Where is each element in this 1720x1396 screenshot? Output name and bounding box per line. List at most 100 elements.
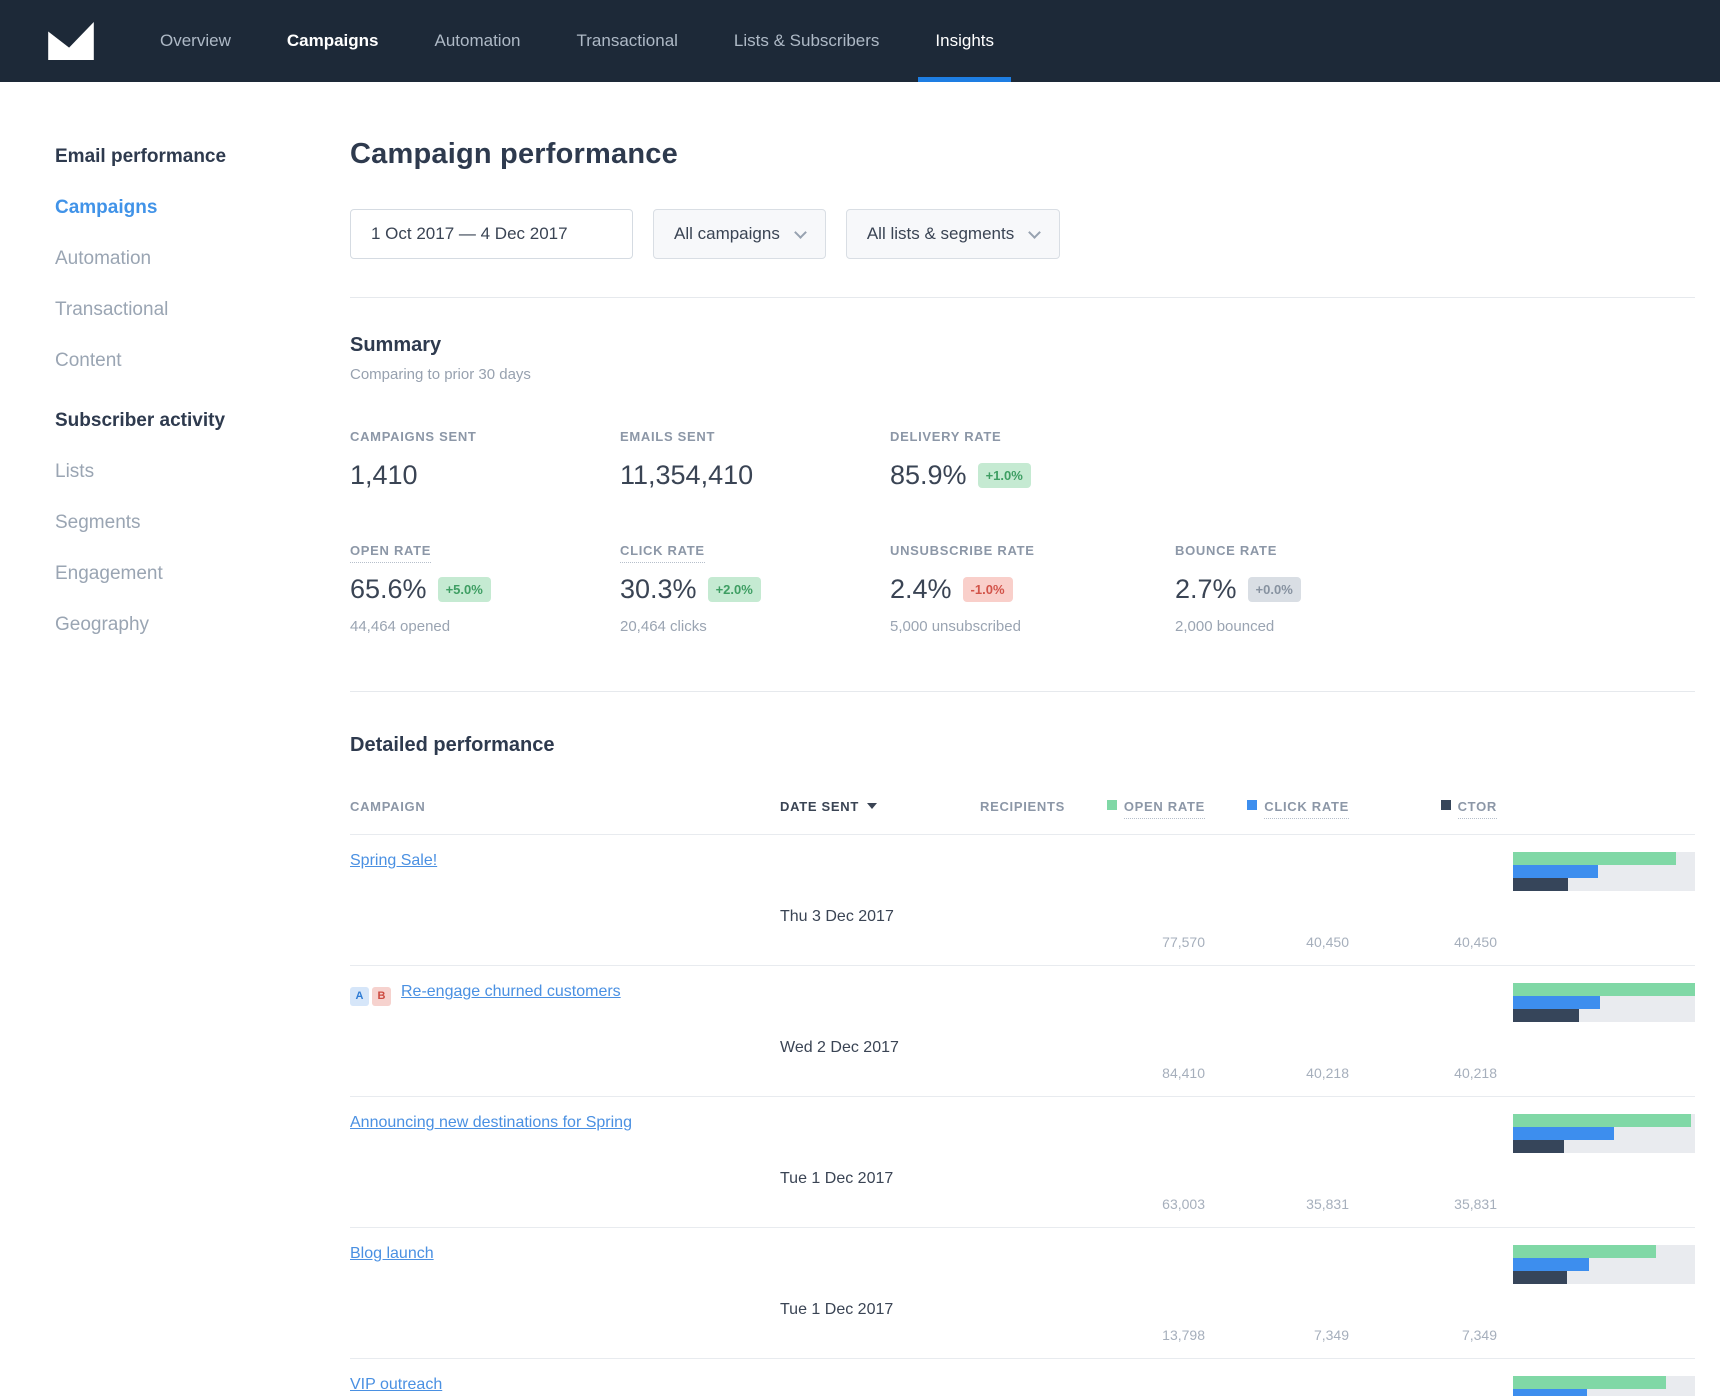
metric-bounce-rate: BOUNCE RATE 2.7% +0.0% 2,000 bounced: [1175, 543, 1695, 635]
column-header-open-rate[interactable]: OPEN RATE: [1065, 799, 1205, 819]
column-label: CTOR: [1457, 799, 1497, 819]
sidebar-heading-subscriber-activity: Subscriber activity: [55, 410, 226, 431]
date-sent-value: Thu 3 Dec 2017: [780, 908, 894, 925]
primary-nav: Overview Campaigns Automation Transactional…: [158, 0, 1048, 82]
campaign-link-blog-launch[interactable]: Blog launch: [350, 1245, 434, 1262]
cell-open-rate: 58.9%87,118: [1065, 1376, 1205, 1396]
change-badge: +0.0%: [1247, 577, 1301, 602]
filter-bar: 1 Oct 2017 — 4 Dec 2017 All campaigns Al…: [350, 209, 1695, 259]
metric-campaigns-sent: CAMPAIGNS SENT 1,410: [350, 429, 620, 491]
cell-bars: [1497, 852, 1695, 950]
campaign-link-vip-outreach[interactable]: VIP outreach: [350, 1376, 443, 1393]
divider: [350, 691, 1695, 692]
sidebar-section-email-performance: Email performance Campaigns Automation Tran…: [55, 146, 350, 372]
metric-value-bounce-rate: 2.7% +0.0%: [1175, 574, 1695, 605]
lists-filter-dropdown[interactable]: All lists & segments: [845, 209, 1061, 259]
table-row: VIP outreach Fri 25 Nov 2017147,91058.9%8…: [350, 1359, 1695, 1396]
sidebar-item-campaigns[interactable]: Campaigns: [55, 197, 158, 218]
table-row: Spring Sale! Thu 3 Dec 2017 123,32462.9%77…: [350, 835, 1695, 966]
campaign-link-announcing-new-destinations-for-spring[interactable]: Announcing new destinations for Spring: [350, 1114, 632, 1131]
metric-label-open-rate[interactable]: OPEN RATE: [350, 543, 620, 563]
cell-ctor: 20.9%7,349: [1349, 1245, 1497, 1343]
cell-click-rate: 29.4%7,349: [1205, 1245, 1349, 1343]
column-header-date-sent[interactable]: DATE SENT: [780, 799, 925, 819]
date-sent-value: Tue 1 Dec 2017: [780, 1301, 894, 1318]
rate-bars-chart: [1513, 1114, 1695, 1153]
cell-ctor: 19.8%35,831: [1349, 1114, 1497, 1212]
column-header-ctor[interactable]: CTOR: [1349, 799, 1497, 819]
metric-subtext: 44,464 opened: [350, 618, 451, 635]
metric-number: 2.4%: [890, 574, 952, 604]
change-badge: +1.0%: [977, 463, 1031, 488]
campaign-link-spring-sale[interactable]: Spring Sale!: [350, 852, 438, 869]
legend-swatch-open-rate: [1106, 800, 1117, 810]
nav-tab-automation[interactable]: Automation: [434, 31, 521, 50]
metric-label-text[interactable]: OPEN RATE: [350, 543, 432, 563]
metric-label-delivery-rate: DELIVERY RATE: [890, 429, 1002, 444]
sort-desc-icon: [867, 803, 878, 809]
column-header-click-rate[interactable]: CLICK RATE: [1205, 799, 1349, 819]
sidebar-item-segments[interactable]: Segments: [55, 512, 141, 533]
cell-bars: [1497, 1114, 1695, 1212]
change-badge: -1.0%: [962, 577, 1013, 602]
ctor-rate-bar: [1513, 878, 1568, 891]
cell-bars: [1497, 1376, 1695, 1396]
rate-bars-chart: [1513, 852, 1695, 891]
cell-bars: [1497, 983, 1695, 1081]
summary-metrics-row-1: CAMPAIGNS SENT 1,410 EMAILS SENT 11,354,410…: [350, 429, 1695, 491]
ctor-count: 35,831: [1454, 1196, 1497, 1212]
cell-bars: [1497, 1245, 1695, 1343]
change-badge: +2.0%: [707, 577, 761, 602]
metric-label-text[interactable]: CLICK RATE: [620, 543, 705, 563]
legend-swatch-click-rate: [1247, 800, 1258, 810]
date-range-input[interactable]: 1 Oct 2017 — 4 Dec 2017: [350, 209, 633, 259]
click-rate-count: 35,831: [1306, 1196, 1349, 1212]
nav-tab-insights[interactable]: Insights: [918, 0, 1011, 82]
metric-unsubscribe-rate: UNSUBSCRIBE RATE 2.4% -1.0% 5,000 unsubscri…: [890, 543, 1175, 635]
click-rate-bar: [1513, 1258, 1590, 1271]
nav-tab-overview[interactable]: Overview: [160, 31, 231, 50]
sidebar-item-lists[interactable]: Lists: [55, 461, 95, 482]
summary-metrics-row-2: OPEN RATE 65.6% +5.0% 44,464 opened CLICK RA…: [350, 543, 1695, 635]
nav-tab-campaigns[interactable]: Campaigns: [286, 31, 379, 50]
ctor-count: 40,450: [1454, 934, 1497, 950]
metric-label-unsubscribe-rate: UNSUBSCRIBE RATE: [890, 543, 1035, 558]
metric-label-click-rate[interactable]: CLICK RATE: [620, 543, 890, 563]
summary-heading: Summary: [350, 334, 442, 356]
cell-recipients: 147,910: [925, 1376, 1065, 1396]
ctor-count: 7,349: [1461, 1327, 1497, 1343]
open-rate-bar: [1513, 1245, 1657, 1258]
sidebar-item-automation[interactable]: Automation: [55, 248, 152, 269]
campaigns-filter-dropdown[interactable]: All campaigns: [653, 209, 826, 259]
metric-number: 11,354,410: [620, 460, 754, 490]
click-rate-bar: [1513, 1389, 1588, 1396]
sidebar-item-engagement[interactable]: Engagement: [55, 563, 163, 584]
ctor-rate-bar: [1513, 1140, 1565, 1153]
cell-open-rate: 62.9%77,570: [1065, 852, 1205, 950]
table-body: Spring Sale! Thu 3 Dec 2017 123,32462.9%77…: [350, 835, 1695, 1396]
metric-subtext: 5,000 unsubscribed: [890, 618, 1021, 635]
metric-click-rate: CLICK RATE 30.3% +2.0% 20,464 clicks: [620, 543, 890, 635]
sidebar-item-content[interactable]: Content: [55, 350, 122, 371]
date-sent-value: Wed 2 Dec 2017: [780, 1039, 899, 1056]
sidebar-item-geography[interactable]: Geography: [55, 614, 150, 635]
campaign-monitor-logo-icon[interactable]: [48, 21, 96, 61]
sidebar-item-transactional[interactable]: Transactional: [55, 299, 169, 320]
table-row: Announcing new destinations for Spring Tu…: [350, 1097, 1695, 1228]
metric-number: 30.3%: [620, 574, 697, 604]
ctor-rate-bar: [1513, 1009, 1580, 1022]
cell-recipients: 92,111: [925, 1114, 1065, 1212]
nav-tab-transactional[interactable]: Transactional: [576, 31, 678, 50]
cell-campaign: Spring Sale!: [350, 852, 780, 950]
metric-delivery-rate: DELIVERY RATE 85.9% +1.0%: [890, 429, 1175, 491]
cell-open-rate: 70.1%84,410: [1065, 983, 1205, 1081]
cell-ctor: 21.2%40,450: [1349, 852, 1497, 950]
cell-open-rate: 55.2%13,798: [1065, 1245, 1205, 1343]
cell-click-rate: 38.9%35,831: [1205, 1114, 1349, 1212]
nav-tab-lists-subscribers[interactable]: Lists & Subscribers: [733, 31, 880, 50]
campaign-link-re-engage-churned-customers[interactable]: Re-engage churned customers: [401, 983, 621, 1000]
column-label: OPEN RATE: [1123, 799, 1205, 819]
cell-click-rate: 28.7%42,450: [1205, 1376, 1349, 1396]
metric-value-click-rate: 30.3% +2.0%: [620, 574, 890, 605]
open-rate-bar: [1513, 983, 1695, 996]
